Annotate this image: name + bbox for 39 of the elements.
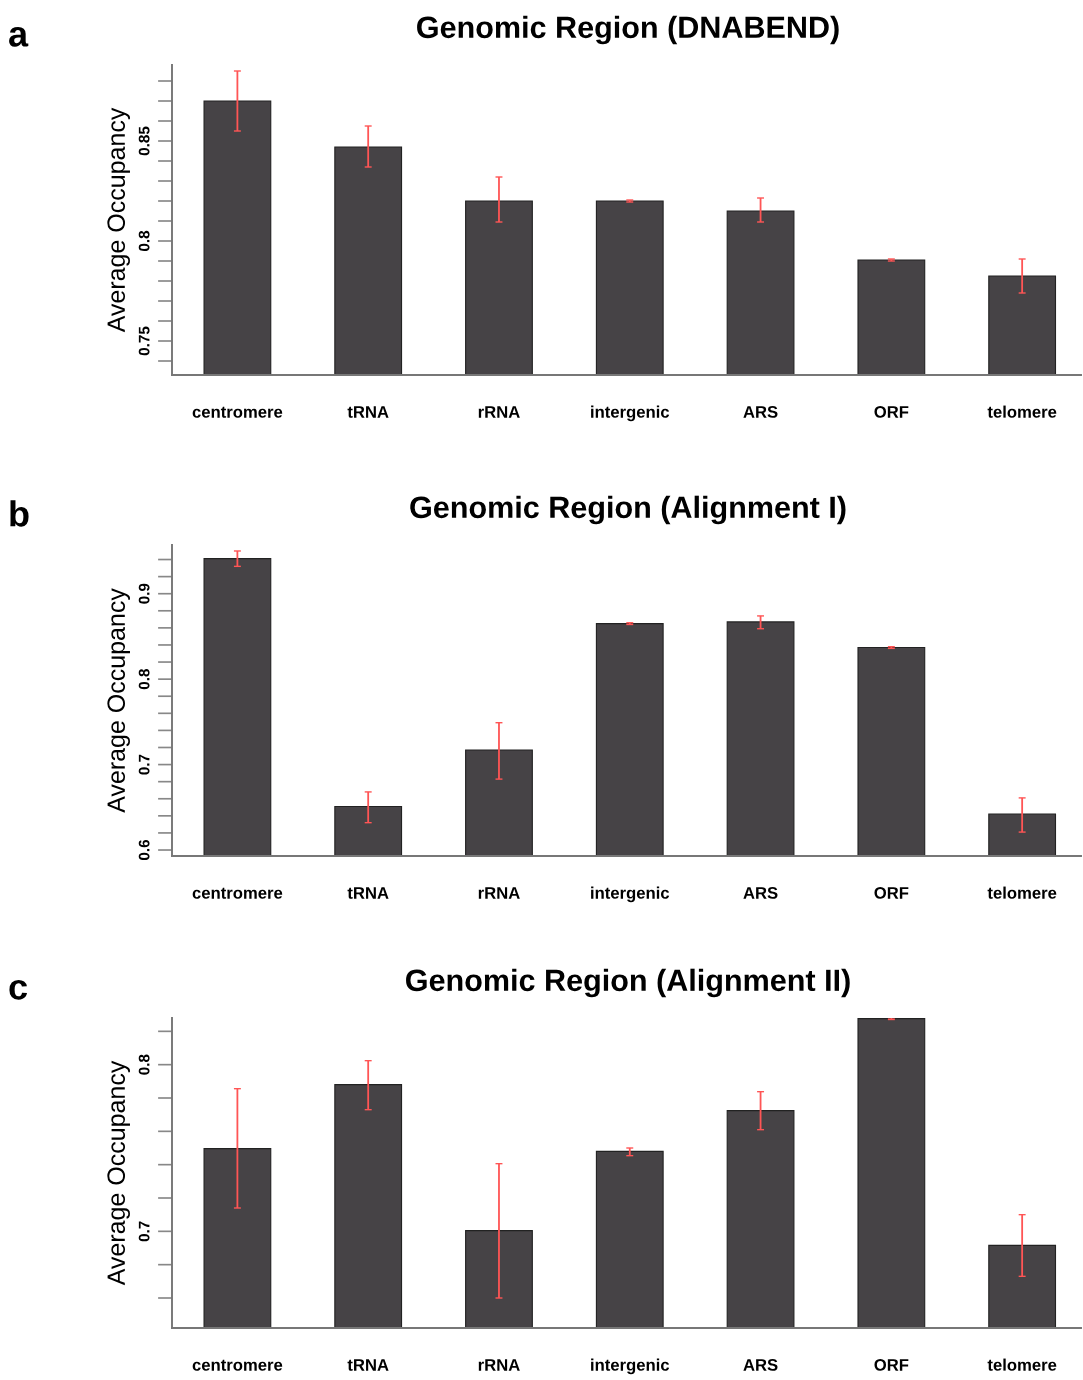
x-tick-label: centromere — [192, 406, 283, 418]
text: c — [9, 979, 28, 1000]
x-tick-label: rRNA — [478, 887, 520, 899]
x-tick-label: tRNA — [347, 406, 389, 418]
y-axis-title: Average Occupancy — [107, 107, 130, 333]
x-tick-label: rRNA — [478, 406, 520, 418]
x-tick-label: tRNA — [347, 887, 389, 899]
y-tick-label: 0.8 — [138, 230, 150, 252]
x-tick-label: intergenic — [591, 886, 670, 903]
x-tick-label: telomere — [987, 886, 1057, 899]
x-tick-label: ORF — [874, 887, 909, 899]
x-tick-label: centromere — [192, 887, 283, 899]
y-tick-label: 0.8 — [138, 668, 150, 690]
y-tick-label: 0.7 — [138, 754, 150, 775]
x-tick-label: rRNA — [478, 1359, 520, 1371]
x-tick-label: intergenic — [591, 1358, 670, 1375]
x-tick-label: tRNA — [347, 1359, 389, 1371]
x-tick-label: ARS — [743, 1359, 778, 1371]
x-tick-label: telomere — [987, 405, 1057, 418]
x-tick-label: ORF — [874, 1359, 909, 1371]
y-axis-title: Average Occupancy — [107, 588, 130, 813]
x-tick-label: ORF — [874, 406, 909, 418]
y-tick-label: 0.9 — [138, 583, 150, 604]
x-tick-label: centromere — [192, 1359, 283, 1371]
x-tick-label: ARS — [743, 406, 778, 418]
chart-title: Genomic Region (Alignment I) — [410, 495, 846, 525]
y-tick-label: 0.7 — [138, 1221, 150, 1242]
y-tick-label: 0.85 — [138, 126, 150, 156]
text: a — [9, 26, 29, 47]
y-axis-title: Average Occupancy — [107, 1060, 130, 1286]
text: b — [10, 500, 29, 527]
y-tick-label: 0.6 — [138, 839, 150, 861]
y-tick-label: 0.75 — [138, 326, 150, 356]
chart-title: Genomic Region (DNABEND) — [417, 15, 839, 45]
chart-title: Genomic Region (Alignment II) — [406, 968, 850, 998]
x-tick-label: intergenic — [591, 405, 670, 422]
x-tick-label: telomere — [987, 1358, 1057, 1371]
x-tick-label: ARS — [743, 887, 778, 899]
y-tick-label: 0.8 — [138, 1054, 150, 1075]
